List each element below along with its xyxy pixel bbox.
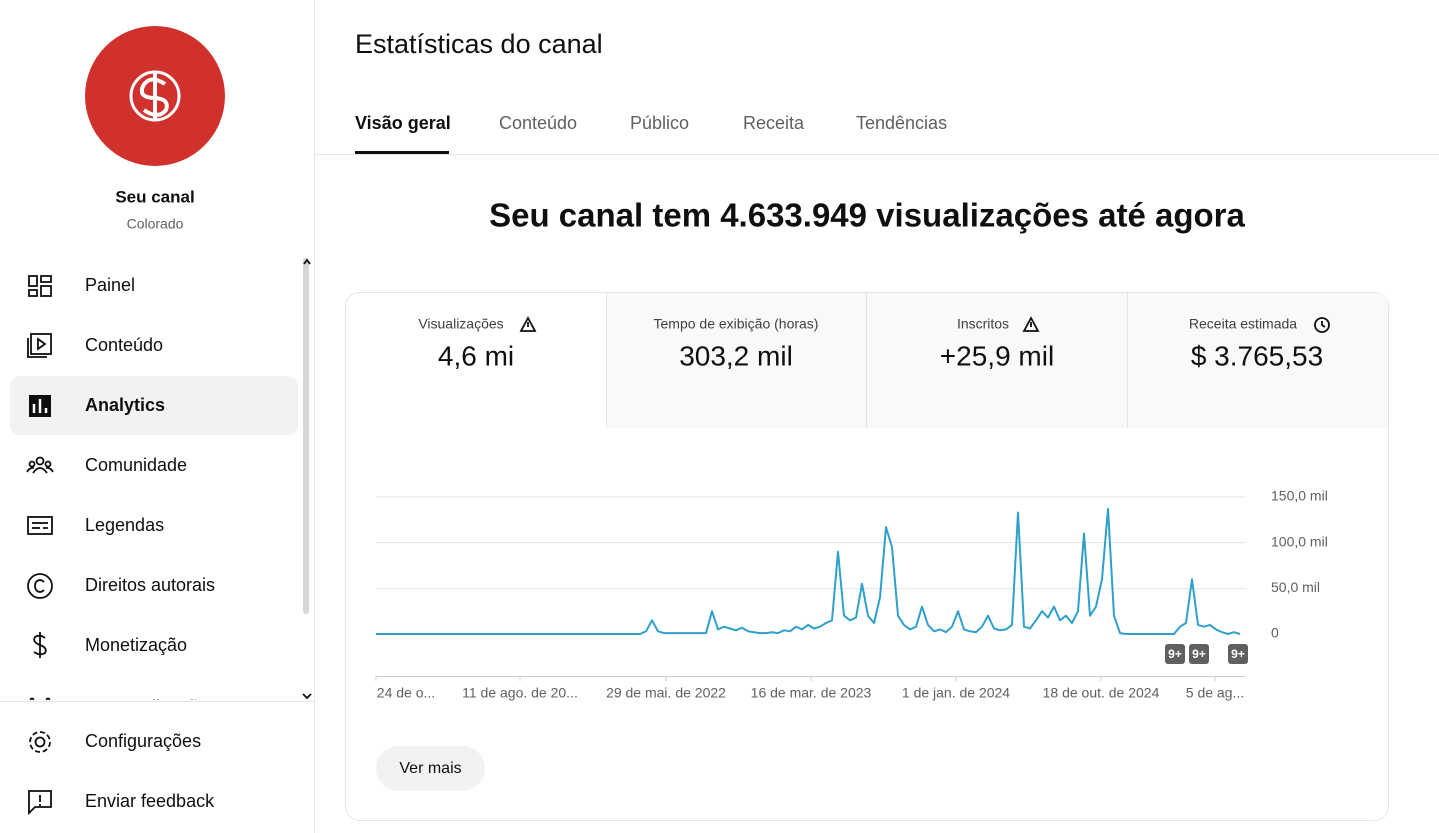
metric-dividers (606, 293, 1128, 428)
metric-label: Tempo de exibição (horas) (654, 316, 819, 332)
tab[interactable]: Público (630, 113, 689, 133)
page-title: Estatísticas do canal (355, 29, 603, 59)
nav-item[interactable]: Personalização (85, 697, 208, 717)
metric-value[interactable]: +25,9 mil (940, 340, 1054, 371)
metric-tabs-bg (607, 293, 1388, 428)
scroll-down[interactable] (302, 693, 312, 700)
metric-value[interactable]: 303,2 mil (679, 340, 793, 371)
nav-item[interactable]: Painel (85, 275, 135, 295)
nav-item[interactable]: Legendas (85, 515, 164, 535)
y-tick-label: 50,0 mil (1271, 579, 1320, 595)
metric-label: Inscritos (957, 316, 1009, 332)
scrollbar[interactable] (303, 258, 309, 614)
metric-value[interactable]: 4,6 mi (438, 340, 514, 371)
metric-label: Visualizações (418, 316, 503, 332)
x-tick-label: 1 de jan. de 2024 (902, 685, 1010, 701)
nav-active-bg (10, 376, 298, 435)
tab[interactable]: Visão geral (355, 113, 451, 133)
annotation-badge (1165, 644, 1185, 664)
nav-icons (26, 275, 54, 700)
nav-item[interactable]: Direitos autorais (85, 575, 215, 595)
tab[interactable]: Conteúdo (499, 113, 577, 133)
footer-icons (28, 731, 52, 816)
annotation-label: 9+ (1192, 647, 1206, 661)
metric-value[interactable]: $ 3.765,53 (1191, 340, 1323, 371)
see-more-label[interactable]: Ver mais (399, 760, 461, 777)
data-line (376, 507, 1241, 635)
scroll-up[interactable] (303, 258, 311, 265)
metric-label: Receita estimada (1189, 316, 1297, 332)
x-tick-label: 24 de o... (377, 685, 435, 701)
nav-item[interactable]: Analytics (85, 395, 165, 415)
y-tick-label: 0 (1271, 625, 1279, 641)
nav-item[interactable]: Conteúdo (85, 335, 163, 355)
x-tick-label: 18 de out. de 2024 (1043, 685, 1160, 701)
avatar-logo (139, 72, 169, 120)
channel-title: Seu canal (115, 187, 194, 206)
headline: Seu canal tem 4.633.949 visualizações at… (489, 197, 1245, 234)
chart: 0 50,0 mil 100,0 mil 150,0 mil 24 de o... 11 … (375, 488, 1328, 701)
nav-list: Painel Conteúdo Analytics Comunidade Leg… (85, 275, 215, 717)
y-tick-label: 150,0 mil (1271, 488, 1328, 504)
annotation-badge (1228, 644, 1248, 664)
see-more-button[interactable] (376, 746, 485, 791)
tab[interactable]: Tendências (856, 113, 947, 133)
x-tick-label: 11 de ago. de 20... (462, 685, 578, 701)
x-tick-label: 5 de ag... (1186, 685, 1244, 701)
footer-item[interactable]: Enviar feedback (85, 791, 215, 811)
metric-icons (519, 316, 1330, 333)
annotation-label: 9+ (1231, 647, 1245, 661)
y-tick-label: 100,0 mil (1271, 533, 1328, 549)
nav-item[interactable]: Comunidade (85, 455, 187, 475)
footer-item[interactable]: Configurações (85, 731, 201, 751)
x-tick-label: 16 de mar. de 2023 (751, 685, 872, 701)
tab[interactable]: Receita (743, 113, 805, 133)
annotation-label: 9+ (1168, 647, 1182, 661)
x-tick-label: 29 de mai. de 2022 (606, 685, 726, 701)
tab-underline (355, 151, 449, 154)
annotation-badge (1189, 644, 1209, 664)
nav-item[interactable]: Monetização (85, 635, 187, 655)
channel-name: Colorado (127, 216, 184, 232)
